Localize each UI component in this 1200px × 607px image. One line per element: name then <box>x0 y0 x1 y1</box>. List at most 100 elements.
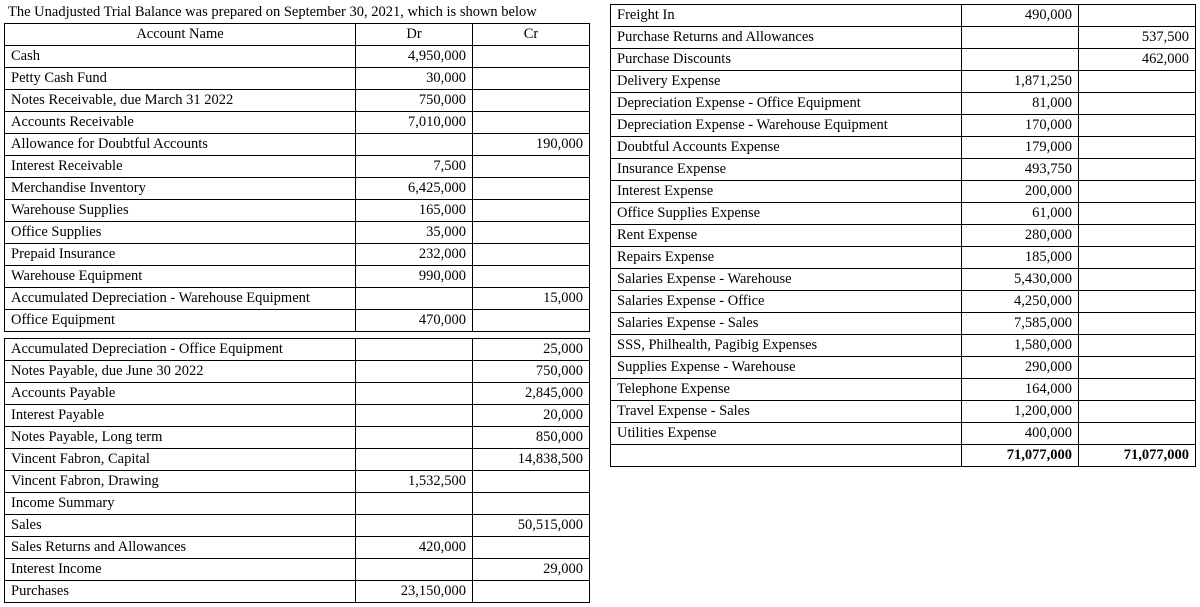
cr-cell <box>1079 379 1196 401</box>
cr-cell <box>1079 401 1196 423</box>
table-row: Travel Expense - Sales1,200,000 <box>611 401 1196 423</box>
table-row: Interest Income29,000 <box>5 559 590 581</box>
dr-cell: 1,580,000 <box>962 335 1079 357</box>
cr-cell <box>1079 115 1196 137</box>
header-cr: Cr <box>473 24 590 46</box>
cr-cell <box>473 244 590 266</box>
dr-cell: 30,000 <box>356 68 473 90</box>
table-row: SSS, Philhealth, Pagibig Expenses1,580,0… <box>611 335 1196 357</box>
account-name-cell: Office Equipment <box>5 310 356 332</box>
table-row: Allowance for Doubtful Accounts 190,000 <box>5 134 590 156</box>
account-name-cell: Notes Payable, Long term <box>5 427 356 449</box>
cr-cell: 50,515,000 <box>473 515 590 537</box>
dr-cell <box>356 515 473 537</box>
account-name-cell: Accumulated Depreciation - Warehouse Equ… <box>5 288 356 310</box>
table-header-row: Account Name Dr Cr <box>5 24 590 46</box>
account-name-cell: Supplies Expense - Warehouse <box>611 357 962 379</box>
account-name-cell: Purchases <box>5 581 356 603</box>
table-row: Notes Payable, Long term850,000 <box>5 427 590 449</box>
account-name-cell: Notes Payable, due June 30 2022 <box>5 361 356 383</box>
table-row: Depreciation Expense - Warehouse Equipme… <box>611 115 1196 137</box>
table-row: Accounts Payable2,845,000 <box>5 383 590 405</box>
cr-cell <box>1079 335 1196 357</box>
table-row: Warehouse Equipment990,000 <box>5 266 590 288</box>
cr-cell <box>1079 71 1196 93</box>
account-name-cell: Depreciation Expense - Warehouse Equipme… <box>611 115 962 137</box>
account-name-cell: Utilities Expense <box>611 423 962 445</box>
cr-cell: 15,000 <box>473 288 590 310</box>
cr-cell: 190,000 <box>473 134 590 156</box>
table-row: Supplies Expense - Warehouse290,000 <box>611 357 1196 379</box>
cr-cell: 71,077,000 <box>1079 445 1196 467</box>
account-name-cell: Accounts Receivable <box>5 112 356 134</box>
table-row: Salaries Expense - Sales7,585,000 <box>611 313 1196 335</box>
table-row: Office Supplies35,000 <box>5 222 590 244</box>
cr-cell <box>1079 357 1196 379</box>
dr-cell: 170,000 <box>962 115 1079 137</box>
cr-cell <box>1079 203 1196 225</box>
dr-cell: 4,250,000 <box>962 291 1079 313</box>
table-row: Accumulated Depreciation - Warehouse Equ… <box>5 288 590 310</box>
dr-cell: 179,000 <box>962 137 1079 159</box>
cr-cell <box>473 46 590 68</box>
dr-cell: 232,000 <box>356 244 473 266</box>
table-row: Delivery Expense1,871,250 <box>611 71 1196 93</box>
cr-cell <box>473 537 590 559</box>
account-name-cell: Repairs Expense <box>611 247 962 269</box>
cr-cell <box>473 178 590 200</box>
account-name-cell: Warehouse Equipment <box>5 266 356 288</box>
dr-cell <box>356 559 473 581</box>
header-dr: Dr <box>356 24 473 46</box>
account-name-cell <box>611 445 962 467</box>
dr-cell <box>356 339 473 361</box>
table-row: Telephone Expense164,000 <box>611 379 1196 401</box>
cr-cell <box>473 156 590 178</box>
account-name-cell: Sales Returns and Allowances <box>5 537 356 559</box>
dr-cell: 1,200,000 <box>962 401 1079 423</box>
cr-cell <box>473 90 590 112</box>
dr-cell <box>356 427 473 449</box>
account-name-cell: Delivery Expense <box>611 71 962 93</box>
cr-cell <box>1079 5 1196 27</box>
cr-cell <box>1079 159 1196 181</box>
table-row: Repairs Expense185,000 <box>611 247 1196 269</box>
account-name-cell: Prepaid Insurance <box>5 244 356 266</box>
dr-cell <box>962 49 1079 71</box>
account-name-cell: Allowance for Doubtful Accounts <box>5 134 356 156</box>
table-row: Interest Payable20,000 <box>5 405 590 427</box>
table-row: Insurance Expense493,750 <box>611 159 1196 181</box>
account-name-cell: Interest Income <box>5 559 356 581</box>
account-name-cell: Freight In <box>611 5 962 27</box>
trial-balance-table-right: Freight In490,000Purchase Returns and Al… <box>610 4 1196 467</box>
table-row: Purchases23,150,000 <box>5 581 590 603</box>
account-name-cell: SSS, Philhealth, Pagibig Expenses <box>611 335 962 357</box>
dr-cell: 35,000 <box>356 222 473 244</box>
dr-cell: 493,750 <box>962 159 1079 181</box>
table-row: Vincent Fabron, Drawing1,532,500 <box>5 471 590 493</box>
cr-cell <box>1079 313 1196 335</box>
dr-cell <box>356 383 473 405</box>
account-name-cell: Insurance Expense <box>611 159 962 181</box>
cr-cell <box>473 200 590 222</box>
dr-cell: 4,950,000 <box>356 46 473 68</box>
cr-cell <box>473 471 590 493</box>
cr-cell <box>1079 423 1196 445</box>
table-row: Interest Receivable7,500 <box>5 156 590 178</box>
cr-cell: 25,000 <box>473 339 590 361</box>
table-row: Office Supplies Expense61,000 <box>611 203 1196 225</box>
table-row: Accumulated Depreciation - Office Equipm… <box>5 339 590 361</box>
table-row: Office Equipment470,000 <box>5 310 590 332</box>
table-row: Cash4,950,000 <box>5 46 590 68</box>
dr-cell: 71,077,000 <box>962 445 1079 467</box>
account-name-cell: Interest Expense <box>611 181 962 203</box>
table-row: Vincent Fabron, Capital14,838,500 <box>5 449 590 471</box>
account-name-cell: Office Supplies <box>5 222 356 244</box>
table-row: Petty Cash Fund30,000 <box>5 68 590 90</box>
account-name-cell: Salaries Expense - Office <box>611 291 962 313</box>
dr-cell: 6,425,000 <box>356 178 473 200</box>
dr-cell: 7,500 <box>356 156 473 178</box>
dr-cell: 5,430,000 <box>962 269 1079 291</box>
dr-cell: 1,871,250 <box>962 71 1079 93</box>
table-row: Rent Expense280,000 <box>611 225 1196 247</box>
dr-cell: 7,010,000 <box>356 112 473 134</box>
